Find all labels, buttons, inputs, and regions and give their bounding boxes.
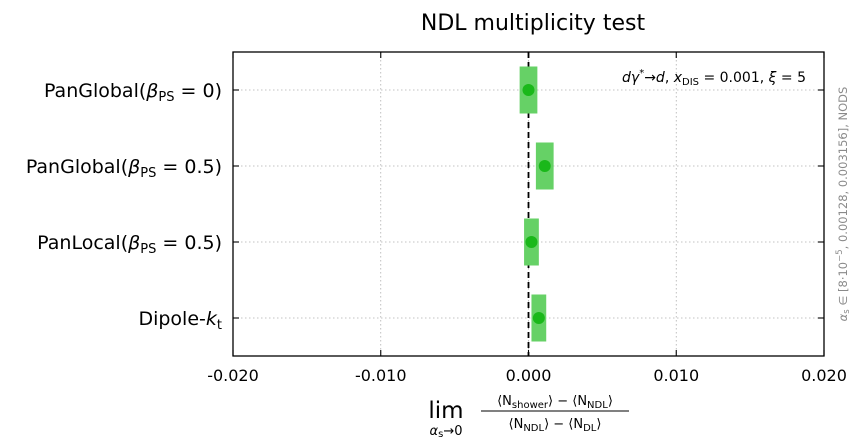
data-points: [522, 84, 551, 324]
y-tick-label-2: PanLocal(βPS = 0.5): [37, 232, 222, 257]
data-point-0: [522, 84, 535, 96]
data-point-1: [538, 160, 551, 172]
x-tick-label-0: -0.020: [207, 366, 259, 385]
annotation: dγ*→d, xDIS = 0.001, ξ = 5: [622, 68, 806, 88]
x-label-denominator: ⟨NNDL⟩ − ⟨NDL⟩: [509, 417, 602, 434]
x-tick-label-4: 0.020: [801, 366, 847, 385]
x-label-numerator: ⟨Nshower⟩ − ⟨NNDL⟩: [497, 394, 613, 411]
data-point-2: [525, 236, 538, 248]
x-tick-label-1: -0.010: [355, 366, 407, 385]
x-axis-label: lim αs→0 ⟨Nshower⟩ − ⟨NNDL⟩ ⟨NNDL⟩ − ⟨ND…: [428, 394, 629, 437]
x-tick-label-3: 0.010: [653, 366, 699, 385]
y-axis-ticks: PanGlobal(βPS = 0) PanGlobal(βPS = 0.5) Pa…: [26, 80, 824, 333]
x-label-lim: lim: [428, 398, 463, 424]
side-label: αs ∈ [8·10−5, 0.00128, 0.003156], NODS: [835, 87, 850, 322]
error-bars: [519, 66, 554, 342]
y-tick-label-3: Dipole-kt: [138, 308, 222, 333]
data-point-3: [532, 312, 545, 324]
x-label-lim-sub: αs→0: [430, 424, 463, 437]
x-tick-label-2: 0.000: [506, 366, 552, 385]
chart-title: NDL multiplicity test: [421, 11, 646, 36]
y-tick-label-0: PanGlobal(βPS = 0): [44, 80, 222, 105]
x-axis-ticks: -0.020 -0.010 0.000 0.010 0.020: [207, 52, 847, 385]
y-tick-label-1: PanGlobal(βPS = 0.5): [26, 156, 222, 181]
